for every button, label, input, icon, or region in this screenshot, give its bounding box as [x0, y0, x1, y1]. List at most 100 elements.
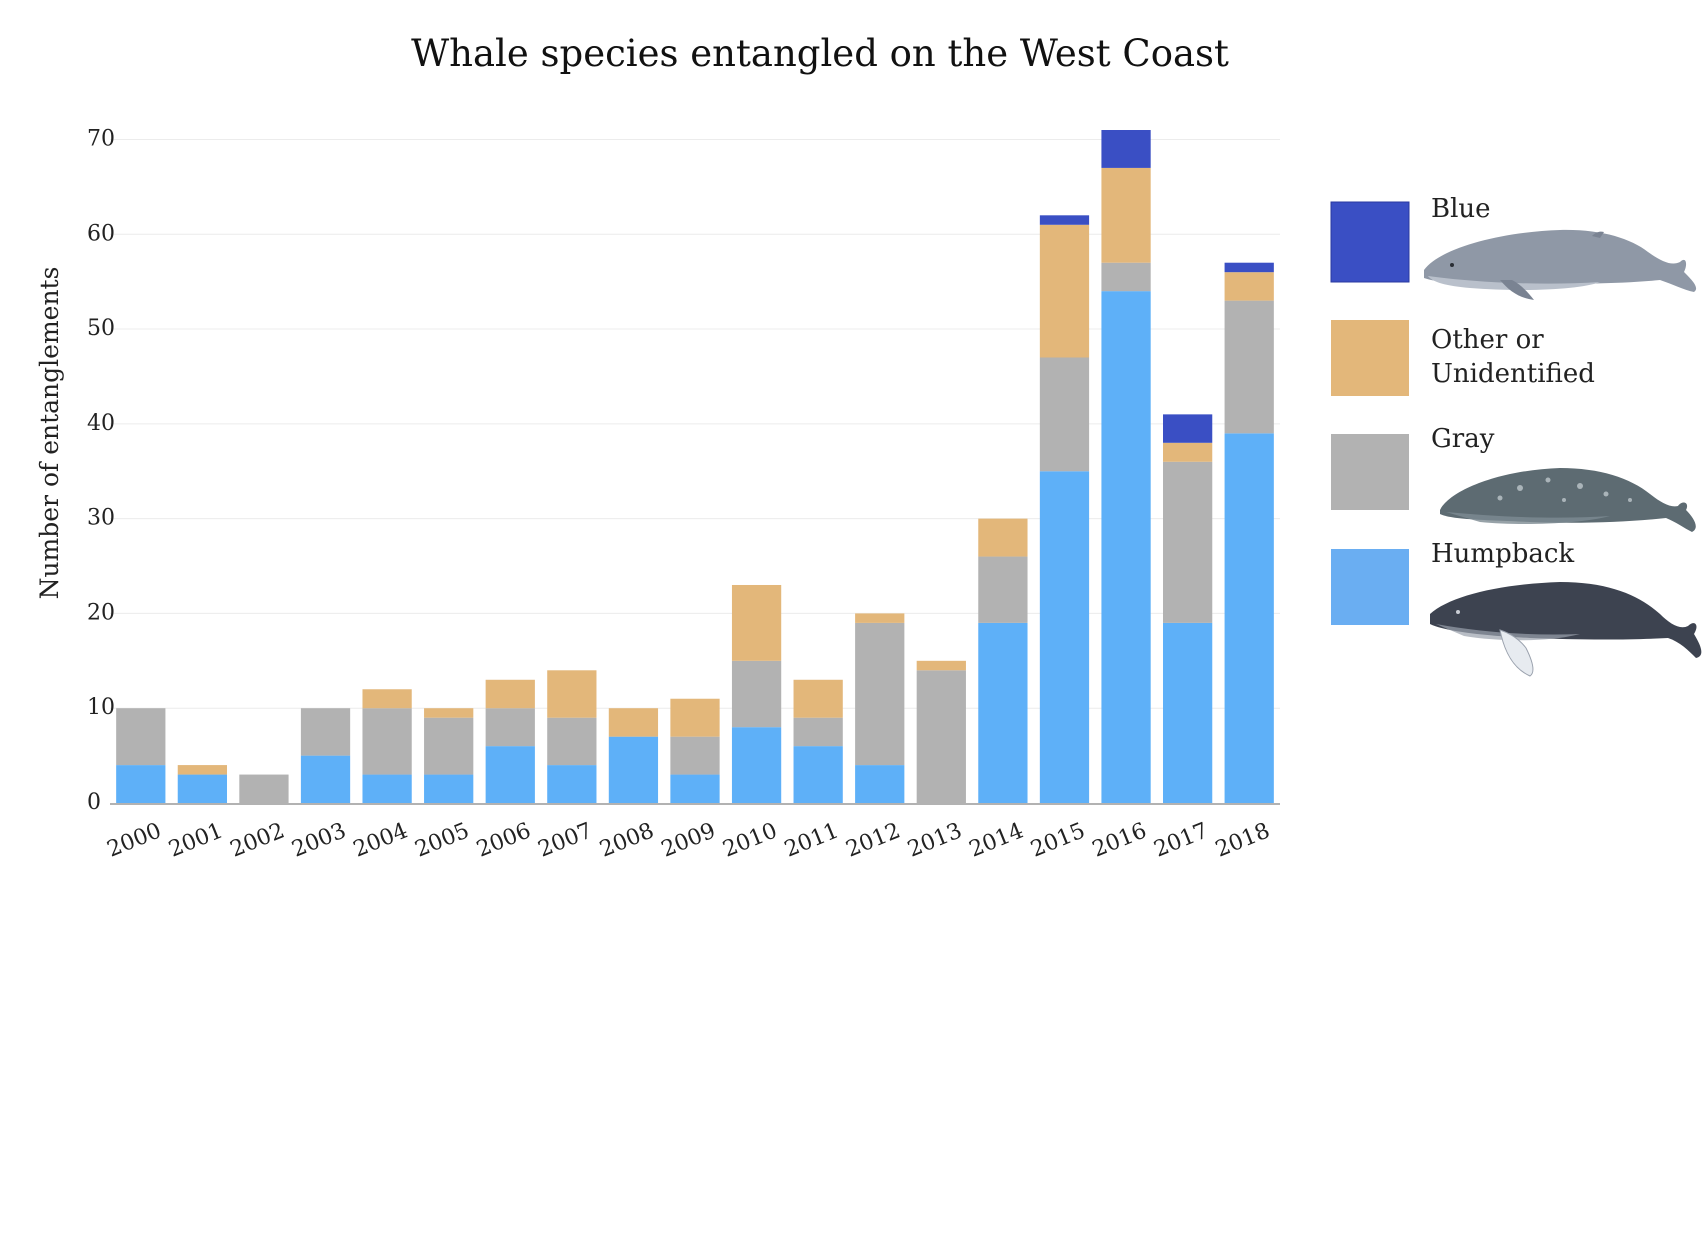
bar-segment [793, 717, 843, 747]
bar-segment [855, 765, 905, 803]
x-tick-label: 2003 [288, 818, 349, 862]
bar-segment [855, 622, 905, 766]
gridlines [110, 138, 1280, 709]
x-tick-label: 2001 [165, 818, 226, 862]
bar-segment [670, 774, 720, 803]
bar-segment [1039, 357, 1090, 472]
x-tick-label: 2006 [473, 818, 534, 862]
bar-segment [1101, 130, 1151, 168]
y-tick-label: 70 [87, 126, 115, 151]
bar-segment [1163, 622, 1213, 803]
x-tick-label: 2002 [227, 818, 288, 862]
x-tick-labels: 2000 2001 2002 2003 2004 2005 2006 2007 2008 2009… [104, 818, 1274, 862]
y-tick-labels: 0 10 20 30 40 50 60 70 [87, 126, 115, 815]
legend-label: Other or [1431, 325, 1544, 355]
x-tick-label: 2014 [966, 818, 1027, 862]
bar-segment [424, 717, 474, 775]
bar-segment [731, 660, 782, 728]
legend: Blue Other or Unidentified Gray Humpback [1330, 194, 1702, 677]
bar-segment [485, 708, 535, 747]
y-tick-label: 40 [87, 411, 115, 436]
legend-swatch [1331, 434, 1409, 510]
bar-segment [670, 736, 720, 775]
bar-segment [300, 708, 351, 756]
bar-segment [978, 556, 1028, 623]
bar-segment [300, 755, 351, 803]
legend-swatch [1330, 201, 1410, 283]
y-tick-label: 50 [87, 316, 115, 341]
bar-segment [424, 708, 474, 718]
x-tick-label: 2016 [1089, 818, 1150, 862]
bar-segment [1039, 224, 1090, 358]
bar-segment [1101, 291, 1151, 803]
bar-segment [608, 736, 659, 803]
legend-label: Unidentified [1431, 359, 1595, 389]
bar-segment [116, 708, 166, 766]
bar-segment [547, 670, 597, 718]
gray-whale-icon [1440, 468, 1696, 532]
x-tick-label: 2005 [412, 818, 473, 862]
legend-label: Gray [1431, 424, 1495, 454]
bar-segment [547, 717, 597, 766]
bar-segment [916, 670, 966, 803]
bar-segment [1039, 471, 1090, 803]
y-tick-label: 0 [87, 790, 101, 815]
x-tick-label: 2011 [781, 818, 842, 862]
y-tick-label: 20 [87, 600, 115, 625]
bar-segment [424, 774, 474, 803]
bar-segment [1224, 262, 1274, 273]
chart-title: Whale species entangled on the West Coas… [411, 32, 1229, 75]
bar-segment [1039, 215, 1090, 225]
bar-segment [362, 689, 412, 709]
bar-segment [362, 708, 412, 775]
x-tick-label: 2000 [104, 818, 165, 862]
bar-segment [177, 774, 227, 803]
bar-segment [1101, 167, 1151, 263]
y-tick-label: 10 [87, 695, 115, 720]
bar-segment [608, 708, 659, 737]
bar-segment [731, 584, 782, 661]
bar-segment [1224, 272, 1274, 301]
bar-segment [1101, 262, 1151, 292]
bar-segment [978, 518, 1028, 557]
legend-swatch [1331, 549, 1409, 625]
humpback-whale-icon [1430, 582, 1702, 677]
bar-segment [855, 613, 905, 623]
bar-segment [793, 746, 843, 803]
x-tick-label: 2015 [1027, 818, 1088, 862]
y-tick-label: 60 [87, 221, 115, 246]
x-tick-label: 2017 [1151, 818, 1212, 862]
bar-segment [1163, 461, 1213, 623]
x-tick-label: 2004 [350, 818, 411, 862]
x-tick-label: 2013 [904, 818, 965, 862]
bar-segment [1224, 433, 1274, 803]
bar-segment [793, 679, 843, 718]
bar-segment [1224, 300, 1274, 434]
blue-whale-icon [1424, 229, 1697, 300]
bar-segment [177, 765, 227, 775]
bar-segment [978, 622, 1028, 803]
x-tick-label: 2012 [843, 818, 904, 862]
x-tick-label: 2018 [1212, 818, 1273, 862]
bar-segment [1163, 414, 1213, 443]
y-tick-label: 30 [87, 506, 115, 531]
legend-label: Blue [1431, 194, 1491, 224]
bar-segment [485, 679, 535, 709]
bar-segment [239, 774, 289, 803]
bar-segment [547, 765, 597, 803]
x-tick-label: 2009 [658, 818, 719, 862]
bar-segment [916, 660, 966, 671]
x-tick-label: 2008 [596, 818, 657, 862]
bar-segment [485, 746, 535, 803]
x-tick-label: 2007 [535, 818, 596, 862]
bar-segment [1163, 442, 1213, 462]
y-axis-label: Number of entanglements [35, 267, 64, 600]
bar-segment [362, 774, 412, 803]
bar-segment [116, 765, 166, 803]
x-tick-label: 2010 [720, 818, 781, 862]
legend-swatch [1331, 320, 1409, 396]
legend-label: Humpback [1431, 539, 1574, 569]
bar-segment [670, 698, 720, 737]
bar-segment [731, 727, 782, 803]
